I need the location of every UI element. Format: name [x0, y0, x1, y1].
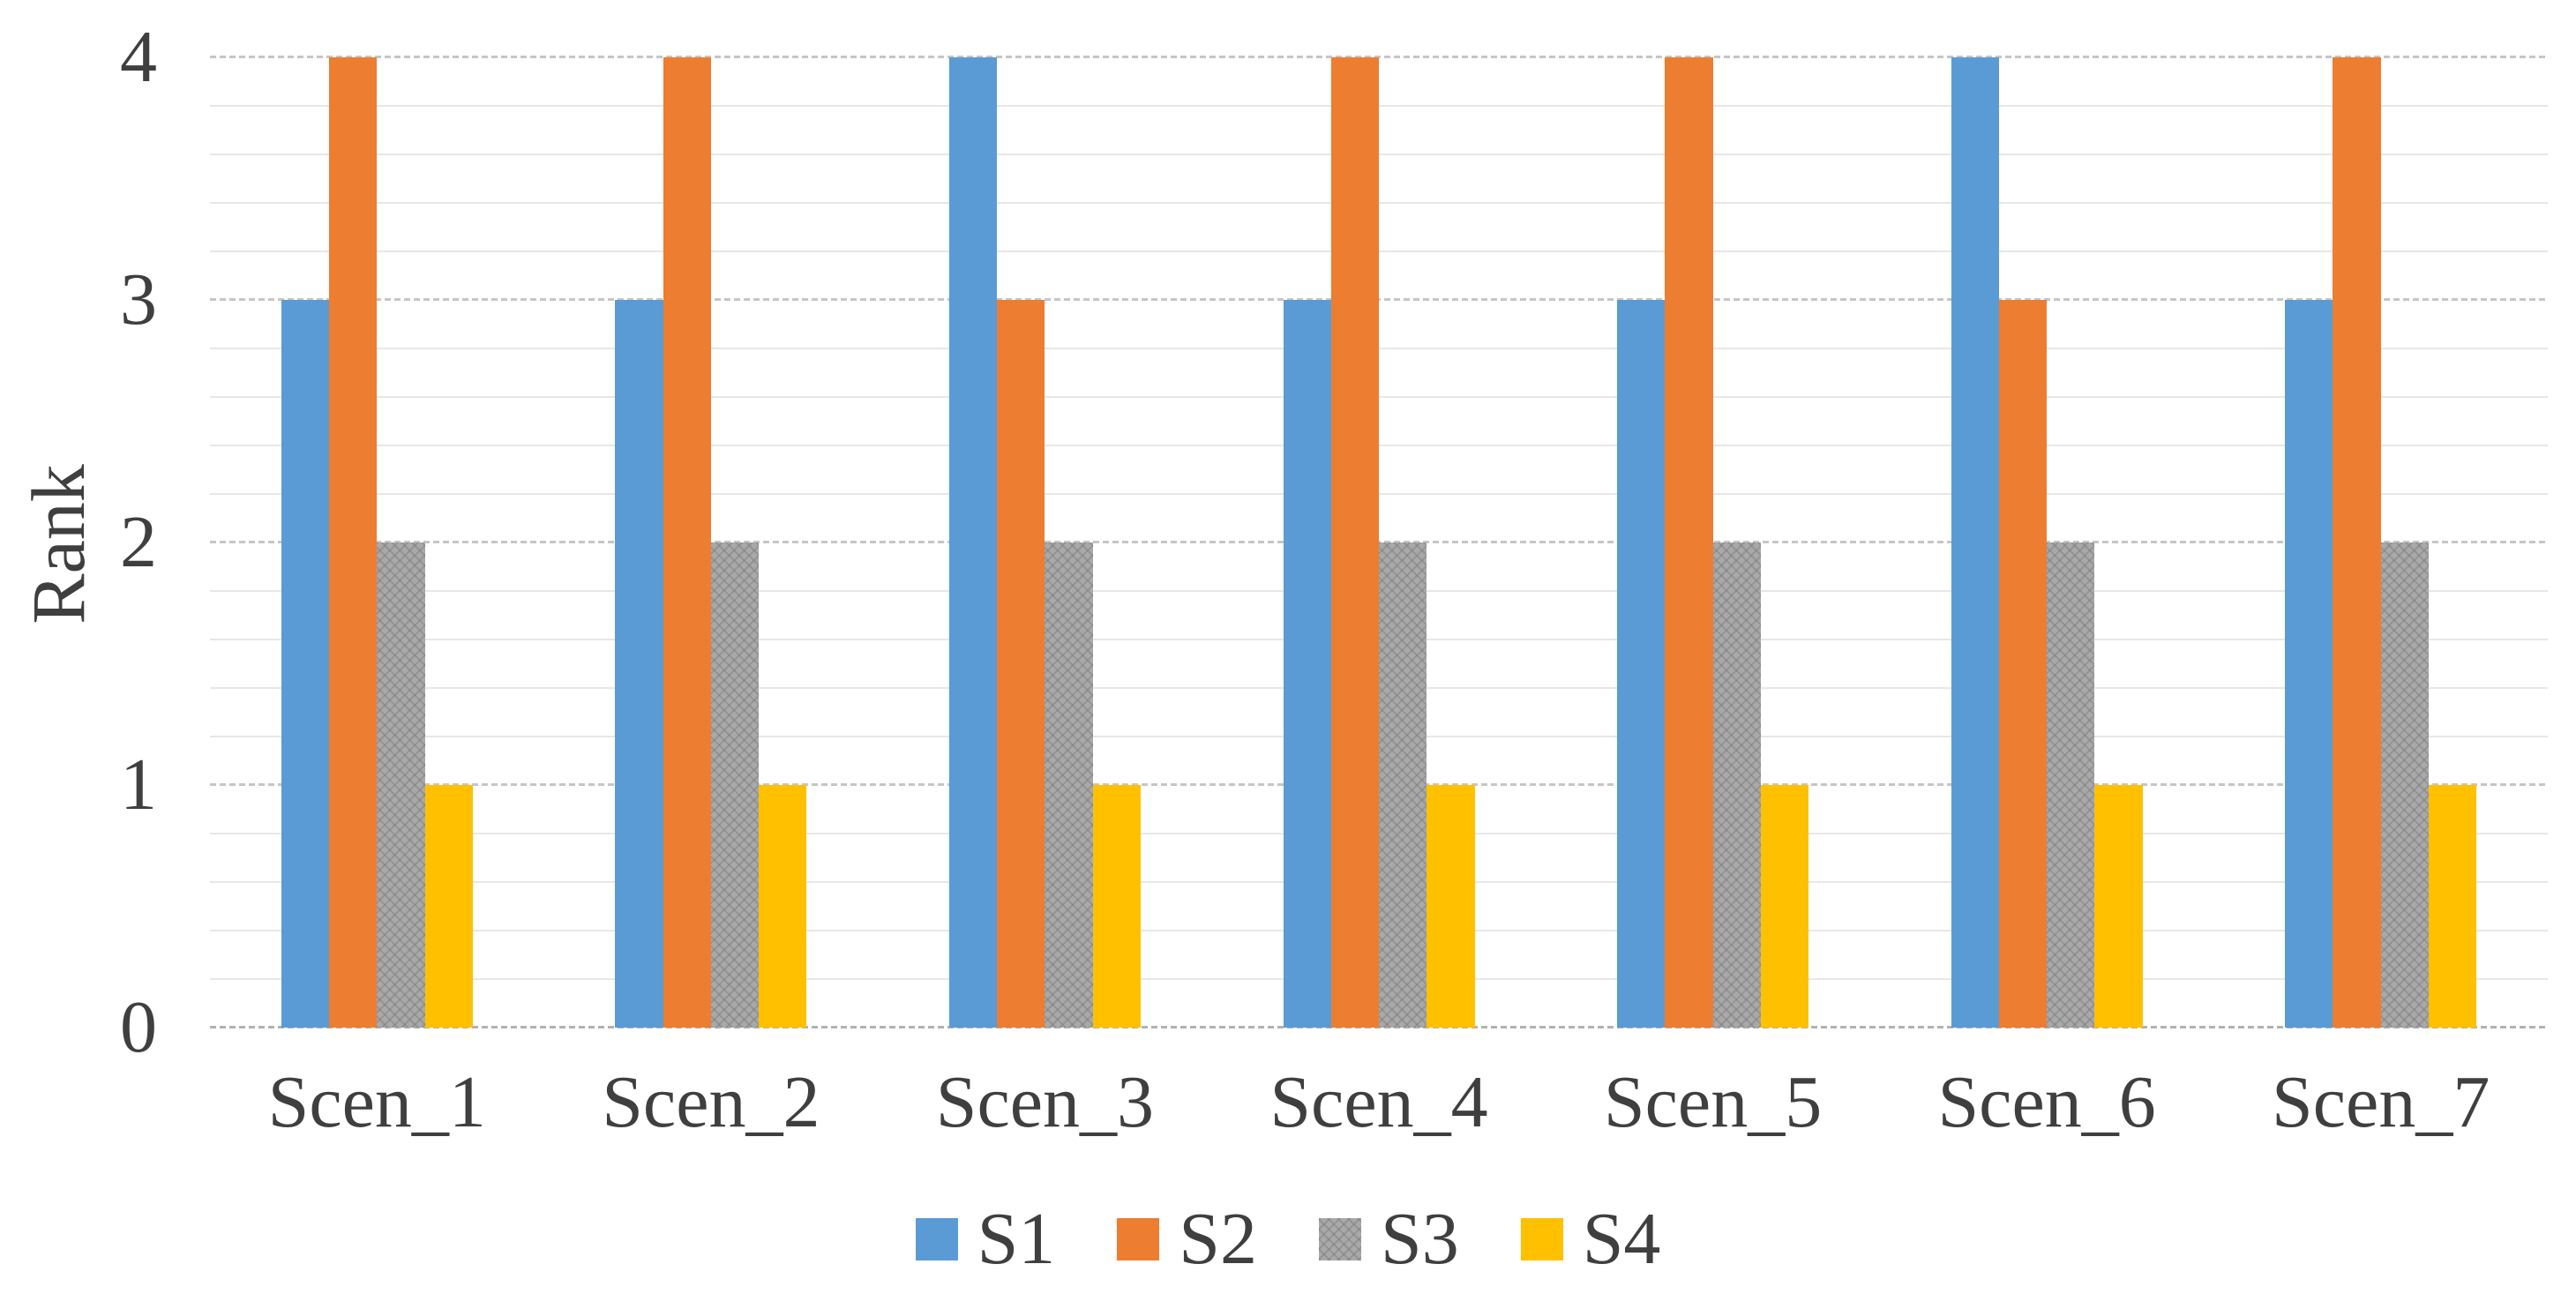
bar-s2-scen_3 [997, 300, 1045, 1028]
legend-swatch-s1 [915, 1218, 958, 1260]
bar-s3-scen_1 [377, 542, 425, 1028]
bar-s4-scen_1 [424, 785, 473, 1028]
minor-gridline [210, 396, 2548, 398]
x-axis-label-scen_1: Scen_1 [267, 1061, 486, 1143]
minor-gridline [210, 251, 2548, 252]
bar-s1-scen_7 [2285, 300, 2333, 1028]
y-tick-label: 1 [120, 744, 157, 826]
y-tick-label: 4 [120, 16, 157, 98]
bar-s3-scen_2 [710, 542, 760, 1028]
x-axis-label-scen_4: Scen_4 [1269, 1061, 1488, 1143]
bar-s4-scen_4 [1427, 785, 1475, 1028]
bar-s1-scen_4 [1283, 300, 1331, 1028]
bar-s2-scen_4 [1330, 57, 1379, 1028]
bar-s3-scen_3 [1045, 542, 1093, 1028]
bar-s4-scen_6 [2094, 785, 2143, 1028]
legend-item-s3: S3 [1319, 1202, 1459, 1276]
legend-item-s1: S1 [915, 1198, 1056, 1280]
legend-label-s2: S2 [1179, 1198, 1257, 1280]
x-axis-label-scen_3: Scen_3 [935, 1061, 1155, 1143]
bar-s2-scen_5 [1665, 57, 1713, 1028]
y-tick-label: 3 [120, 258, 157, 340]
major-gridline [210, 56, 2548, 58]
bar-s1-scen_6 [1951, 57, 1999, 1028]
bar-s3-scen_4 [1379, 542, 1427, 1028]
bar-s3-scen_7 [2380, 542, 2429, 1028]
minor-gridline [210, 105, 2548, 107]
plot-area [210, 56, 2548, 1028]
bar-s2-scen_7 [2333, 57, 2381, 1028]
minor-gridline [210, 202, 2548, 204]
bar-s4-scen_3 [1092, 785, 1141, 1028]
legend-swatch-s4 [1520, 1218, 1563, 1260]
major-gridline [210, 541, 2548, 543]
bar-s3-scen_6 [2047, 542, 2095, 1028]
legend-item-s4: S4 [1520, 1198, 1661, 1280]
legend-item-s2: S2 [1117, 1202, 1257, 1276]
bar-s3-scen_5 [1712, 542, 1761, 1028]
bar-s2-scen_1 [329, 57, 378, 1028]
legend: S1 S2 S3 S4 [0, 1191, 2576, 1288]
bar-s4-scen_7 [2428, 785, 2477, 1028]
minor-gridline [210, 493, 2548, 495]
minor-gridline [210, 153, 2548, 155]
bar-s1-scen_5 [1617, 300, 1666, 1028]
minor-gridline [210, 445, 2548, 446]
bar-s4-scen_2 [759, 785, 807, 1028]
x-axis-label-scen_6: Scen_6 [1937, 1061, 2156, 1143]
legend-label-s3: S3 [1381, 1198, 1459, 1280]
x-axis-label-scen_7: Scen_7 [2272, 1061, 2490, 1143]
minor-gridline [210, 348, 2548, 349]
bar-s2-scen_6 [1998, 300, 2048, 1028]
legend-label-s1: S1 [977, 1198, 1056, 1280]
y-tick-label: 0 [120, 986, 157, 1068]
x-axis-label-scen_5: Scen_5 [1603, 1061, 1823, 1143]
legend-swatch-s2 [1117, 1218, 1160, 1260]
major-gridline [210, 298, 2548, 301]
bar-s2-scen_2 [663, 57, 711, 1028]
legend-label-s4: S4 [1582, 1198, 1661, 1280]
x-axis-label-scen_2: Scen_2 [602, 1061, 820, 1143]
bar-s1-scen_3 [948, 57, 998, 1028]
bar-s4-scen_5 [1760, 785, 1809, 1028]
bar-s1-scen_1 [281, 300, 330, 1028]
legend-swatch-s3 [1319, 1218, 1361, 1260]
y-tick-label: 2 [120, 501, 157, 583]
bar-s1-scen_2 [615, 300, 663, 1028]
